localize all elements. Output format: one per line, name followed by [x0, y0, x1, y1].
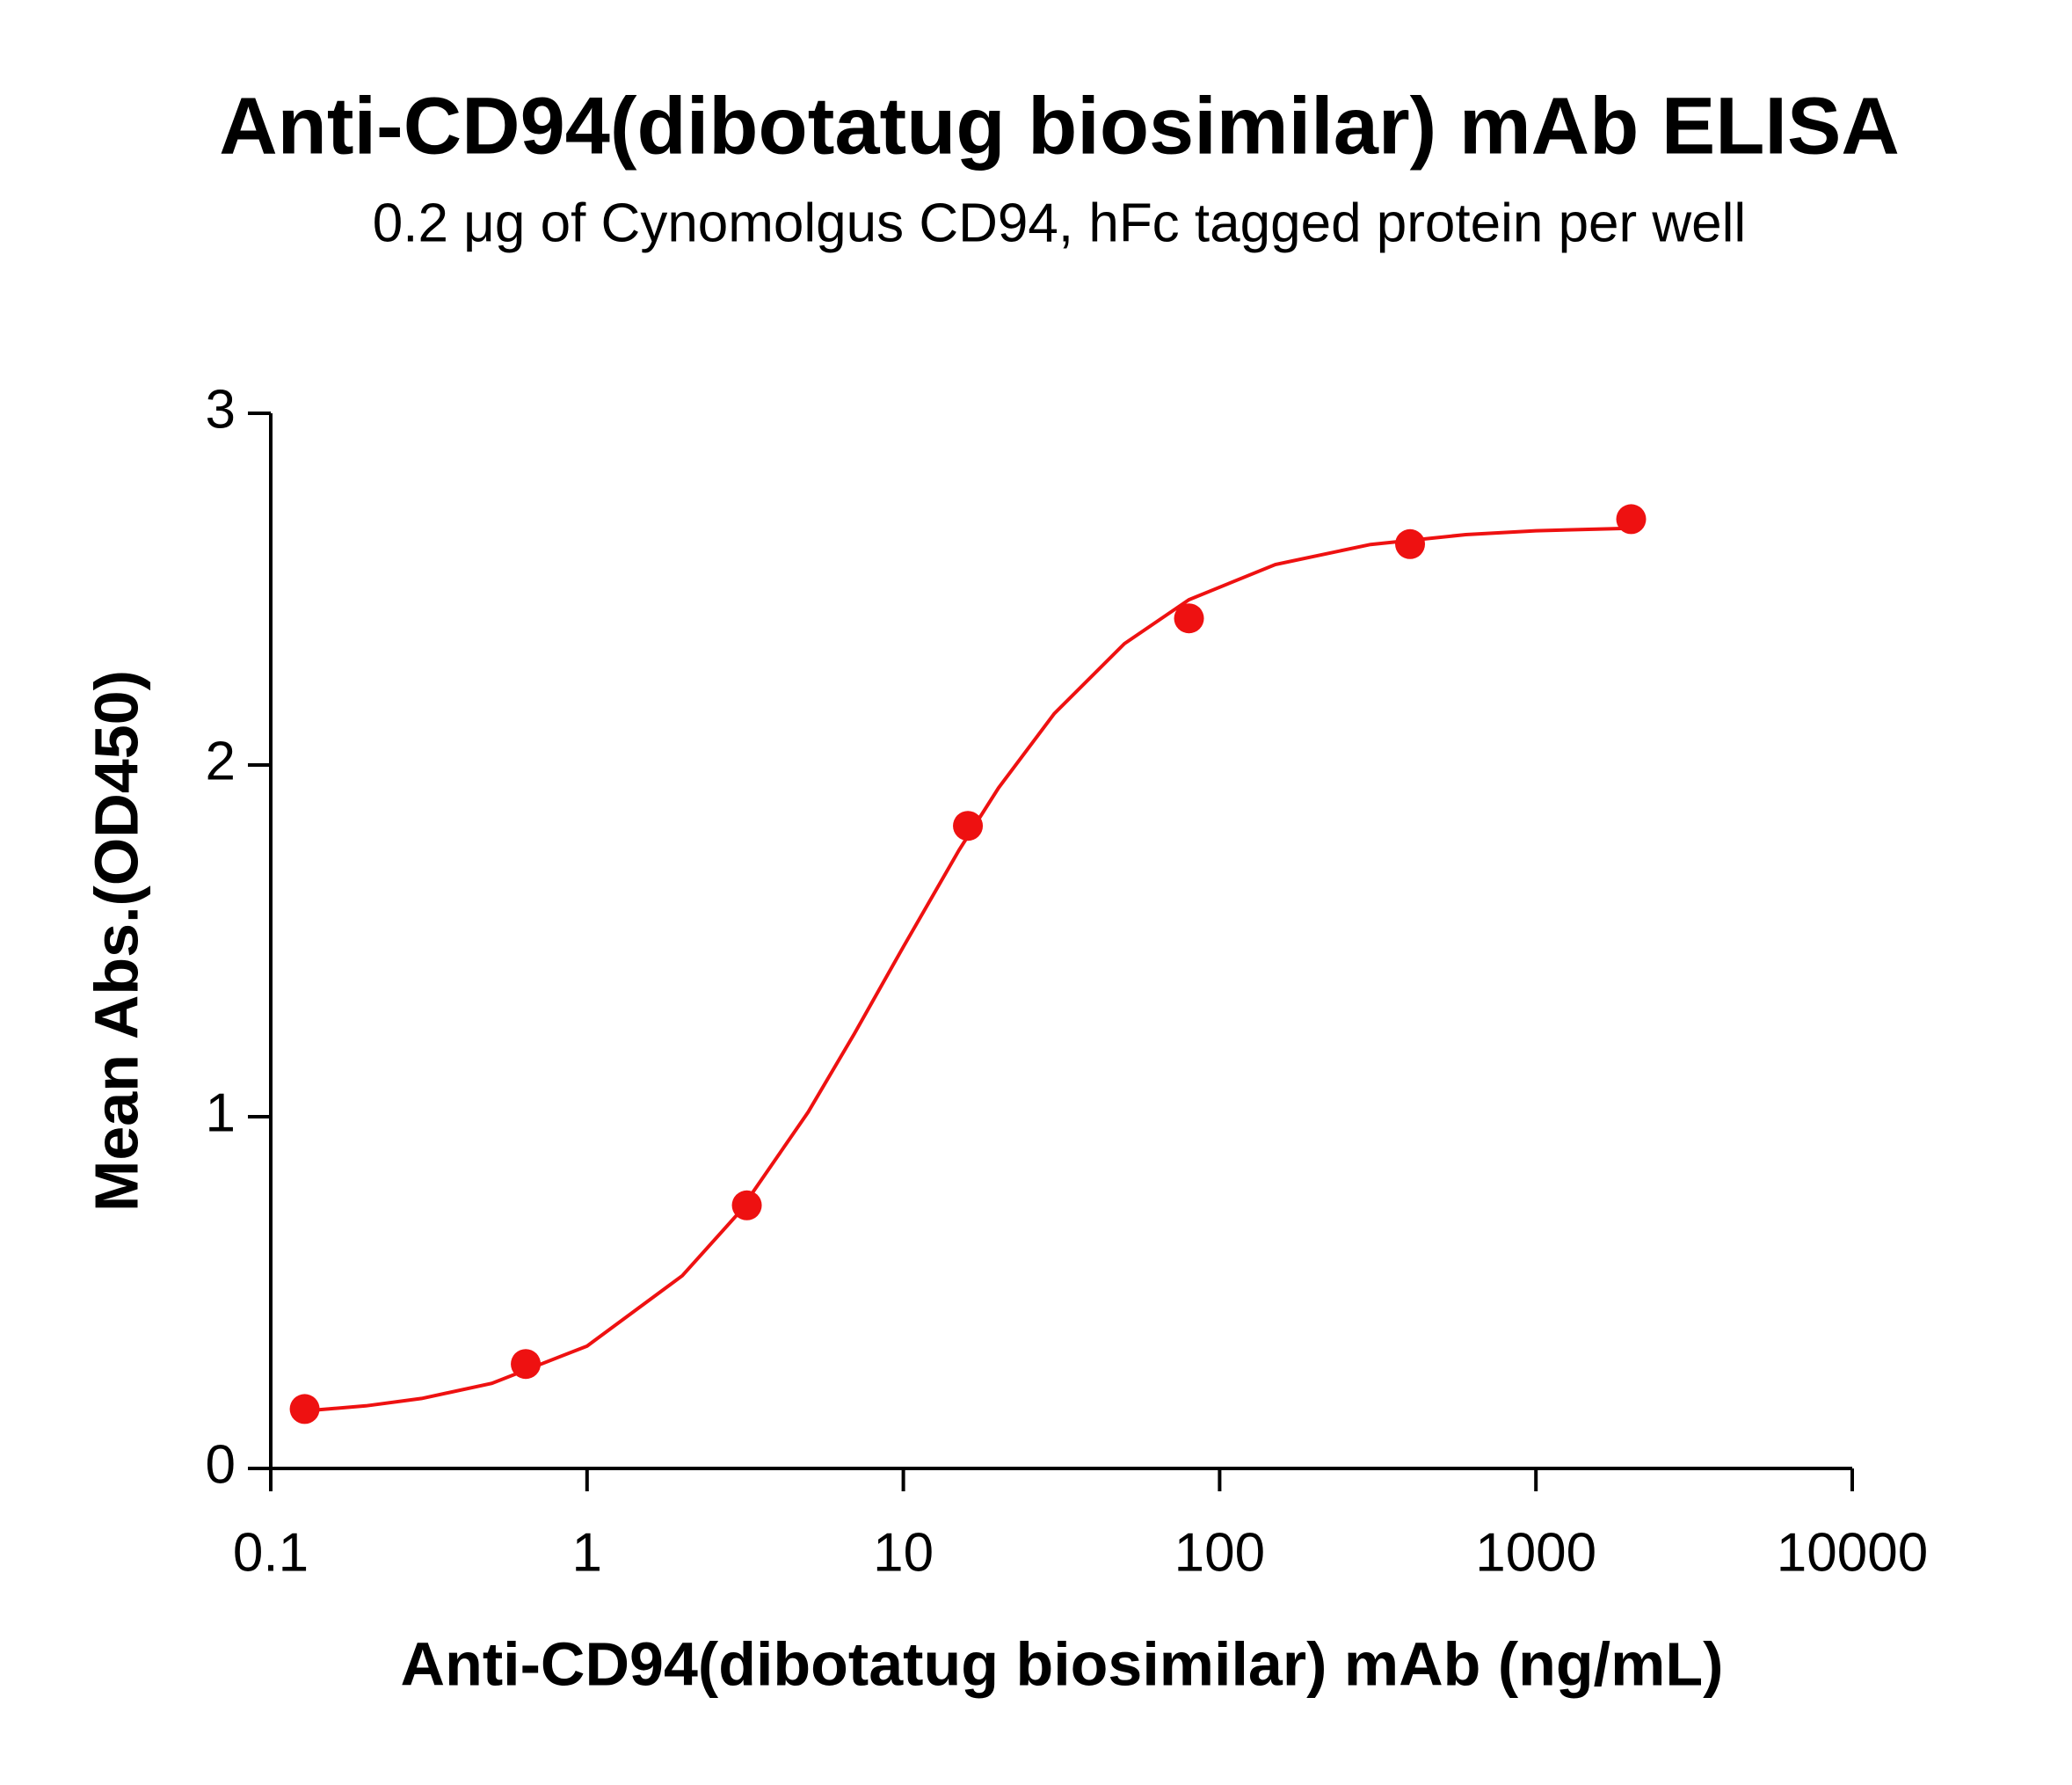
x-tick-label: 100	[1174, 1522, 1265, 1583]
chart-subtitle: 0.2 μg of Cynomolgus CD94, hFc tagged pr…	[373, 193, 1746, 253]
y-tick-label: 1	[206, 1082, 236, 1143]
x-tick-label: 1	[572, 1522, 602, 1583]
data-point	[1616, 504, 1647, 535]
data-point	[731, 1190, 762, 1220]
data-point	[1395, 528, 1426, 559]
x-tick-label: 0.1	[233, 1522, 309, 1583]
y-tick-label: 0	[206, 1434, 236, 1495]
y-tick-label: 3	[206, 379, 236, 440]
x-tick-label: 10000	[1777, 1522, 1928, 1583]
x-tick-label: 10	[873, 1522, 934, 1583]
fit-curve	[306, 526, 1632, 1413]
y-tick-label: 2	[206, 731, 236, 791]
data-point	[1174, 603, 1204, 634]
data-point	[511, 1349, 542, 1380]
data-point	[289, 1394, 320, 1424]
x-axis-label: Anti-CD94(dibotatug biosimilar) mAb (ng/…	[401, 1629, 1724, 1698]
y-axis-label: Mean Abs.(OD450)	[82, 670, 150, 1212]
chart-title: Anti-CD94(dibotatug biosimilar) mAb ELIS…	[219, 81, 1900, 171]
data-point	[953, 811, 984, 842]
x-tick-label: 1000	[1475, 1522, 1596, 1583]
